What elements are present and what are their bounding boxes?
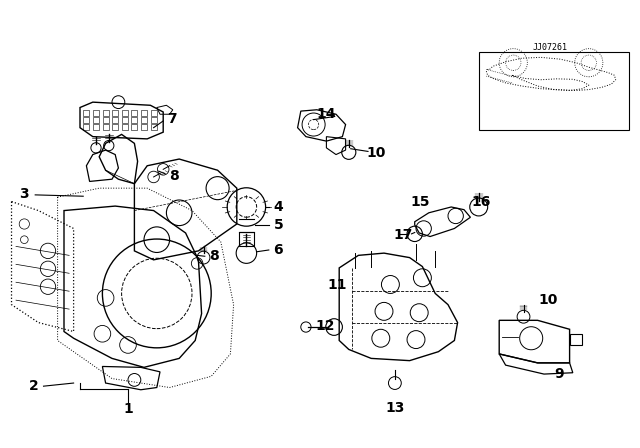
Text: 16: 16 bbox=[472, 194, 491, 209]
Bar bbox=[239, 232, 254, 246]
Bar bbox=[150, 110, 157, 116]
Text: JJ07261: JJ07261 bbox=[533, 43, 568, 52]
Text: 13: 13 bbox=[385, 401, 404, 415]
Text: 14: 14 bbox=[317, 107, 336, 121]
Text: 10: 10 bbox=[539, 293, 558, 307]
Bar bbox=[122, 110, 128, 116]
Bar bbox=[102, 117, 109, 123]
Text: 7: 7 bbox=[166, 112, 177, 126]
Bar bbox=[102, 110, 109, 116]
Text: 17: 17 bbox=[394, 228, 413, 242]
Text: 15: 15 bbox=[411, 194, 430, 209]
Text: 11: 11 bbox=[328, 278, 347, 293]
Text: 10: 10 bbox=[367, 146, 386, 160]
Bar bbox=[83, 117, 90, 123]
Bar bbox=[93, 117, 99, 123]
Bar bbox=[150, 117, 157, 123]
Text: 1: 1 bbox=[123, 401, 133, 416]
Bar bbox=[131, 117, 138, 123]
Text: 12: 12 bbox=[316, 319, 335, 333]
Bar bbox=[141, 110, 147, 116]
Bar bbox=[112, 110, 118, 116]
Bar bbox=[112, 124, 118, 130]
Bar bbox=[83, 124, 90, 130]
Text: 9: 9 bbox=[554, 367, 564, 381]
Text: 4: 4 bbox=[273, 200, 284, 214]
Text: 8: 8 bbox=[209, 249, 220, 263]
Bar bbox=[131, 124, 138, 130]
Bar bbox=[122, 124, 128, 130]
Bar bbox=[102, 124, 109, 130]
Bar bbox=[122, 117, 128, 123]
Bar bbox=[141, 124, 147, 130]
Text: 2: 2 bbox=[28, 379, 38, 393]
Bar bbox=[141, 117, 147, 123]
Bar bbox=[131, 110, 138, 116]
Bar bbox=[150, 124, 157, 130]
Bar bbox=[93, 110, 99, 116]
Text: 5: 5 bbox=[273, 218, 284, 233]
Bar bbox=[83, 110, 90, 116]
Bar bbox=[479, 52, 629, 130]
Bar bbox=[112, 117, 118, 123]
Text: 6: 6 bbox=[273, 243, 284, 257]
Text: 3: 3 bbox=[19, 186, 29, 201]
Text: 8: 8 bbox=[169, 168, 179, 183]
Bar bbox=[93, 124, 99, 130]
